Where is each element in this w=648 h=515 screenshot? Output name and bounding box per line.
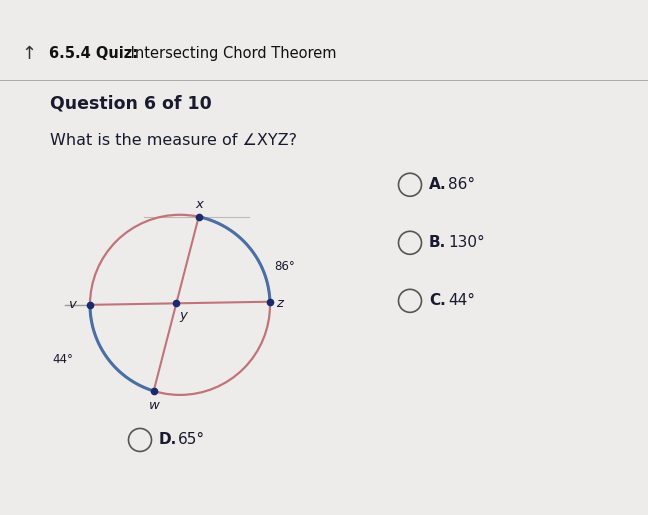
Text: 86°: 86°: [448, 177, 475, 192]
Text: D.: D.: [159, 433, 178, 448]
Text: Question 6 of 10: Question 6 of 10: [50, 95, 212, 113]
Text: What is the measure of ∠XYZ?: What is the measure of ∠XYZ?: [50, 133, 297, 148]
Text: ↑: ↑: [21, 45, 37, 63]
Text: 130°: 130°: [448, 235, 485, 250]
Text: 65°: 65°: [178, 433, 205, 448]
Text: w: w: [149, 400, 160, 413]
Text: 44°: 44°: [448, 294, 475, 308]
Text: 6.5.4 Quiz:: 6.5.4 Quiz:: [49, 46, 138, 61]
Text: y: y: [179, 309, 187, 322]
Text: A.: A.: [429, 177, 446, 192]
Text: 86°: 86°: [274, 260, 295, 273]
Text: C.: C.: [429, 294, 446, 308]
Text: B.: B.: [429, 235, 446, 250]
Text: 44°: 44°: [52, 353, 73, 366]
Text: Intersecting Chord Theorem: Intersecting Chord Theorem: [126, 46, 337, 61]
Text: x: x: [196, 198, 203, 211]
Text: v: v: [68, 298, 76, 312]
Text: z: z: [277, 297, 283, 310]
